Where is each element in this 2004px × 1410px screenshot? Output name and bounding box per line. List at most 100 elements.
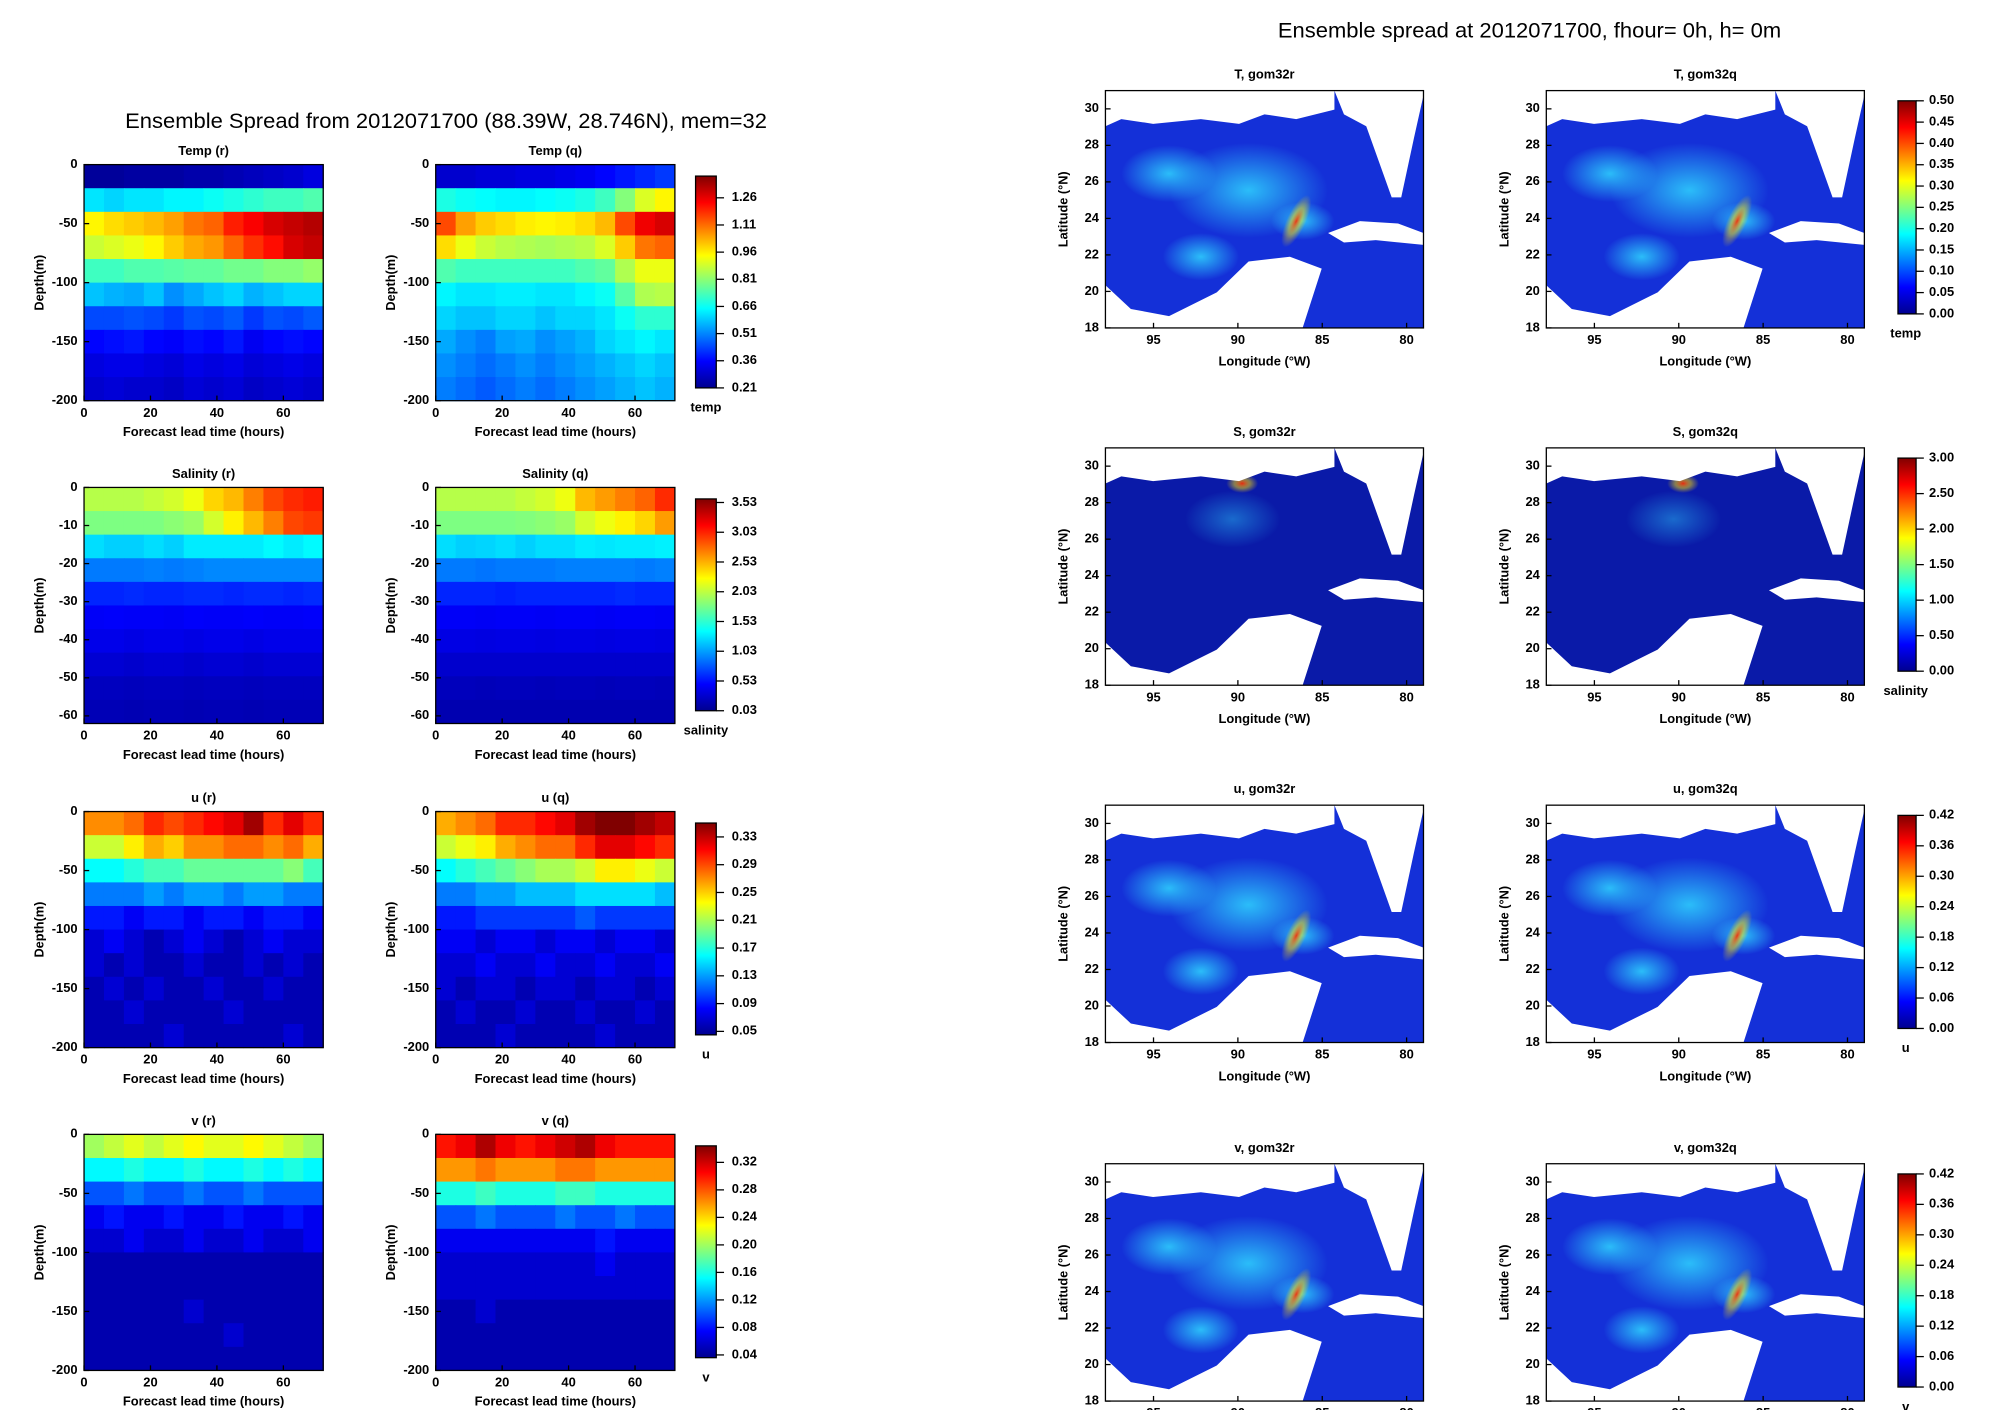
x-tick-label: 85 <box>1315 332 1329 347</box>
heatmap-cell <box>203 1000 225 1025</box>
heatmap-cell <box>283 699 304 725</box>
heatmap-cell <box>143 605 165 630</box>
heatmap-cell <box>575 188 596 213</box>
heatmap-cell <box>183 629 205 654</box>
heatmap-cell <box>595 188 616 213</box>
heatmap-cell <box>455 329 477 354</box>
heatmap-cell <box>243 1323 264 1348</box>
heatmap-cell <box>475 353 497 378</box>
panel-title: T, gom32r <box>1234 67 1294 82</box>
heatmap-cell <box>435 1205 457 1230</box>
heatmap-cell <box>283 1323 304 1348</box>
colorbar <box>694 498 717 712</box>
heatmap-cell <box>654 1299 676 1324</box>
heatmap-cell <box>183 676 205 701</box>
heatmap-cell <box>635 1252 656 1277</box>
colorbar-tick-label: 0.12 <box>732 1291 757 1306</box>
heatmap-cell <box>535 1181 556 1206</box>
heatmap-cell <box>615 905 636 931</box>
y-tick-label: 22 <box>1525 604 1539 619</box>
heatmap-cell <box>84 1276 105 1301</box>
heatmap-cell <box>475 605 497 630</box>
heatmap-cell <box>435 377 457 402</box>
field-shading <box>1121 145 1217 203</box>
heatmap-cell <box>435 699 457 725</box>
heatmap-cell <box>515 1024 536 1049</box>
heatmap-cell <box>575 605 596 630</box>
colorbar-tick-label: 0.24 <box>732 1209 758 1224</box>
heatmap-cell <box>183 282 205 307</box>
y-tick-label: 26 <box>1525 173 1539 188</box>
colorbar-tick-label: 0.21 <box>732 379 757 394</box>
heatmap-cell <box>455 652 477 677</box>
x-tick-label: 90 <box>1672 332 1686 347</box>
heatmap-cell <box>475 235 497 260</box>
y-tick-label: 28 <box>1085 851 1099 866</box>
heatmap-cell <box>143 188 165 213</box>
heatmap-cell <box>263 259 284 284</box>
heatmap-cell <box>163 1299 185 1324</box>
heatmap-cell <box>475 929 497 954</box>
heatmap-cell <box>303 282 324 307</box>
colorbar-tick-label: 0.06 <box>1929 989 1954 1004</box>
heatmap-cell <box>263 1323 284 1348</box>
heatmap-cell <box>263 487 284 512</box>
heatmap-cell <box>223 676 245 701</box>
heatmap-cell <box>84 676 105 701</box>
heatmap-cell <box>123 811 145 836</box>
heatmap-cell <box>123 905 145 931</box>
heatmap-cell <box>495 487 516 512</box>
heatmap-cell <box>515 259 536 284</box>
heatmap-cell <box>435 235 457 260</box>
heatmap-cell <box>435 811 457 836</box>
heatmap-cell <box>123 1181 145 1206</box>
land <box>1768 221 1865 245</box>
y-tick-label: 30 <box>1085 458 1099 473</box>
heatmap-cell <box>243 259 264 284</box>
heatmap-cell <box>595 858 616 883</box>
heatmap-cell <box>143 699 165 725</box>
heatmap-cell <box>535 1024 556 1049</box>
x-tick-label: 80 <box>1840 1047 1854 1062</box>
heatmap-cell <box>243 534 264 559</box>
y-axis-label: Depth(m) <box>383 578 398 634</box>
heatmap-cell <box>495 306 516 331</box>
heatmap-cell <box>223 652 245 677</box>
heatmap-cell <box>243 953 264 978</box>
heatmap-cell <box>203 976 225 1001</box>
heatmap-cell <box>203 605 225 630</box>
y-tick-label: 18 <box>1525 1393 1539 1408</box>
y-tick-label: -200 <box>52 1362 78 1377</box>
y-tick-label: 0 <box>422 1126 429 1141</box>
field-shading <box>1722 1268 1753 1321</box>
heatmap-cell <box>635 259 656 284</box>
heatmap-cell <box>163 1228 185 1253</box>
heatmap-cell <box>163 676 185 701</box>
heatmap-cell <box>303 511 324 536</box>
heatmap-cell <box>263 629 284 654</box>
heatmap-cell <box>575 976 596 1001</box>
heatmap-cell <box>283 1181 304 1206</box>
heatmap-cell <box>455 976 477 1001</box>
heatmap-cell <box>635 1134 656 1159</box>
heatmap-cell <box>84 188 105 213</box>
heatmap-cell <box>143 1205 165 1230</box>
x-axis-label: Forecast lead time (hours) <box>475 424 636 439</box>
heatmap-cell <box>143 1228 165 1253</box>
x-axis-label: Forecast lead time (hours) <box>123 747 284 762</box>
heatmap-cell <box>495 1346 516 1371</box>
heatmap-cell <box>303 835 324 860</box>
heatmap-cell <box>263 1252 284 1277</box>
heatmap-cell <box>635 188 656 213</box>
y-tick-label: 24 <box>1525 567 1540 582</box>
heatmap-cell <box>123 605 145 630</box>
colorbar-label: salinity <box>1883 683 1928 698</box>
heatmap-cell <box>223 953 245 978</box>
heatmap-cell <box>595 929 616 954</box>
heatmap-cell <box>455 811 477 836</box>
y-tick-label: -30 <box>59 593 78 608</box>
heatmap-cell <box>243 306 264 331</box>
heatmap-cell <box>243 1181 264 1206</box>
heatmap-cell <box>283 1346 304 1371</box>
heatmap-cell <box>283 329 304 354</box>
